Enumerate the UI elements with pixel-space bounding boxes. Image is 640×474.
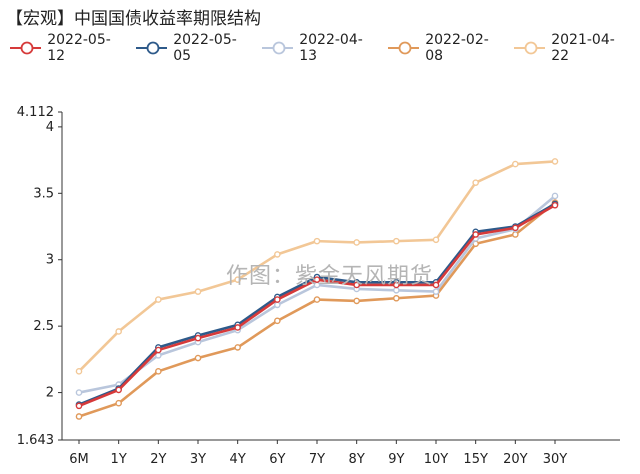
data-point <box>551 192 559 200</box>
data-point <box>75 402 83 410</box>
data-point <box>234 276 241 283</box>
data-point <box>234 324 241 331</box>
data-point <box>432 288 440 295</box>
legend-label: 2022-04-13 <box>299 32 363 64</box>
data-point <box>393 237 400 245</box>
data-point <box>155 296 162 303</box>
data-point <box>115 328 122 335</box>
legend-swatch <box>388 41 420 55</box>
legend-item: 2022-04-13 <box>262 32 374 64</box>
data-point <box>393 281 400 289</box>
y-tick-label: 3 <box>46 253 54 268</box>
legend-item: 2022-05-05 <box>136 32 248 64</box>
series-line-2022-02-08 <box>78 201 556 418</box>
data-point <box>353 239 360 246</box>
y-tick-label: 1.643 <box>17 433 54 448</box>
data-point <box>155 368 162 375</box>
legend-swatch <box>10 41 42 55</box>
data-point <box>75 389 83 396</box>
x-tick-label: 7Y <box>309 452 325 467</box>
x-tick-label: 1Y <box>111 452 127 467</box>
data-point <box>274 317 281 325</box>
data-point <box>115 399 122 407</box>
data-point <box>313 296 321 303</box>
legend-item: 2022-05-12 <box>10 32 122 64</box>
data-point <box>274 251 281 258</box>
legend-swatch <box>262 41 294 55</box>
data-point <box>512 160 519 168</box>
x-tick-label: 3Y <box>190 452 206 467</box>
data-point <box>512 231 519 238</box>
data-point <box>353 297 360 305</box>
legend-label: 2022-05-05 <box>173 32 237 64</box>
y-tick-label: 3.5 <box>33 186 54 201</box>
data-point <box>274 301 281 309</box>
data-point <box>472 179 479 186</box>
data-point <box>393 294 400 302</box>
x-tick-label: 6M <box>69 452 89 467</box>
y-tick-label: 4.112 <box>17 105 54 120</box>
data-point <box>194 354 202 362</box>
data-point <box>512 224 519 232</box>
x-tick-label: 30Y <box>543 452 568 467</box>
data-point <box>551 201 559 209</box>
data-point <box>432 281 440 289</box>
series-line-2022-04-13 <box>78 194 556 394</box>
x-tick-label: 9Y <box>388 452 404 467</box>
data-point <box>194 334 202 342</box>
data-point <box>155 346 162 354</box>
data-point <box>472 231 479 238</box>
data-point <box>551 158 559 165</box>
data-point <box>313 276 321 283</box>
data-point <box>194 288 202 295</box>
data-point <box>234 344 241 351</box>
legend-label: 2021-04-22 <box>551 32 615 64</box>
legend-item: 2021-04-22 <box>514 32 626 64</box>
data-point <box>353 281 360 289</box>
data-point <box>274 296 281 303</box>
x-tick-label: 4Y <box>230 452 246 467</box>
x-tick-label: 6Y <box>269 452 285 467</box>
legend-label: 2022-05-12 <box>47 32 111 64</box>
y-tick-label: 2.5 <box>33 319 54 334</box>
x-tick-label: 15Y <box>463 452 488 467</box>
data-point <box>115 386 122 394</box>
legend: 2022-05-12 2022-05-05 2022-04-13 2022-02-08… <box>10 32 640 64</box>
legend-label: 2022-02-08 <box>425 32 489 64</box>
data-point <box>75 368 83 375</box>
y-tick-label: 4 <box>46 120 54 135</box>
legend-swatch <box>136 41 168 55</box>
x-tick-label: 10Y <box>424 452 449 467</box>
watermark: 作图：紫金天风期货 <box>226 264 434 289</box>
x-tick-label: 20Y <box>503 452 528 467</box>
legend-swatch <box>514 41 546 55</box>
data-point <box>75 413 83 420</box>
data-point <box>313 237 321 245</box>
y-tick-label: 2 <box>46 386 54 401</box>
chart-title: 【宏观】中国国债收益率期限结构 <box>6 9 261 29</box>
legend-item: 2022-02-08 <box>388 32 500 64</box>
x-tick-label: 2Y <box>150 452 166 467</box>
data-point <box>432 236 440 244</box>
x-tick-label: 8Y <box>349 452 365 467</box>
